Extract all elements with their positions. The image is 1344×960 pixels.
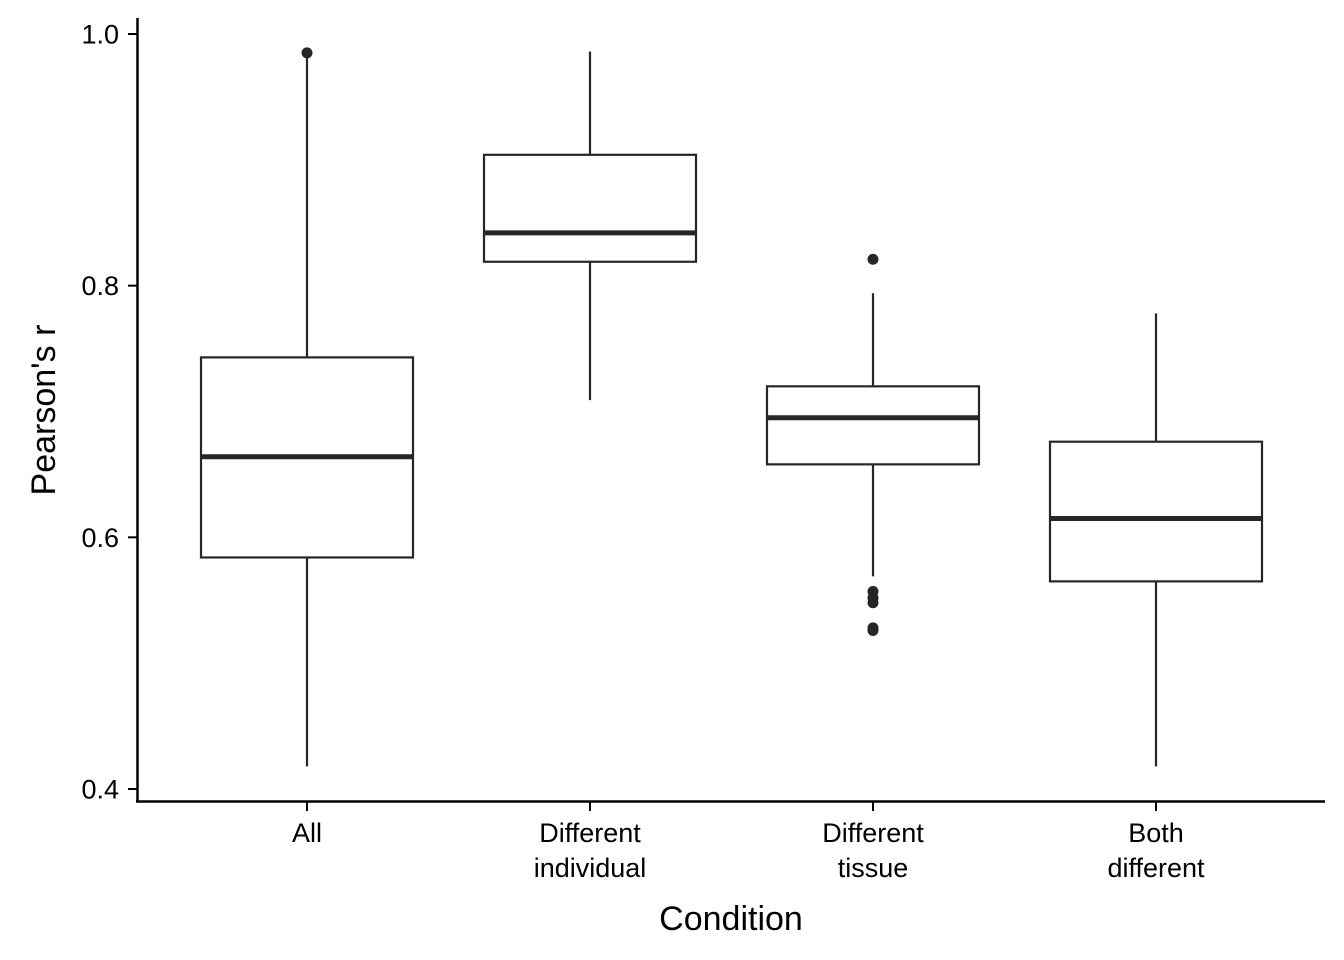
iqr-box	[765, 385, 981, 466]
outlier-point	[301, 47, 313, 59]
box-group	[1048, 313, 1264, 767]
y-axis-ticks: 0.4 0.6 0.8 1.0	[81, 20, 138, 805]
box-group	[199, 47, 415, 767]
x-axis-title: Condition	[659, 900, 803, 938]
x-axis-ticks: All Different individual Different tissue Bot…	[292, 801, 1205, 883]
x-tick-label: individual	[534, 853, 647, 883]
y-tick-label: 1.0	[81, 20, 119, 50]
y-tick-label: 0.6	[81, 523, 119, 553]
y-axis-title: Pearson's r	[25, 325, 63, 496]
outlier-point	[867, 624, 879, 636]
x-tick-label: All	[292, 818, 322, 848]
x-tick-label: Different	[539, 818, 641, 848]
iqr-box	[482, 153, 698, 263]
box-group	[765, 253, 981, 636]
outlier-point	[867, 253, 879, 265]
y-tick-label: 0.4	[81, 775, 119, 805]
x-tick-label: tissue	[838, 853, 909, 883]
x-tick-label: Both	[1128, 818, 1184, 848]
x-tick-label: Different	[822, 818, 924, 848]
iqr-box	[1048, 440, 1264, 583]
box-group	[482, 51, 698, 401]
y-tick-label: 0.8	[81, 271, 119, 301]
x-tick-label: different	[1107, 853, 1205, 883]
outlier-point	[867, 597, 879, 609]
plot-area	[199, 47, 1264, 767]
